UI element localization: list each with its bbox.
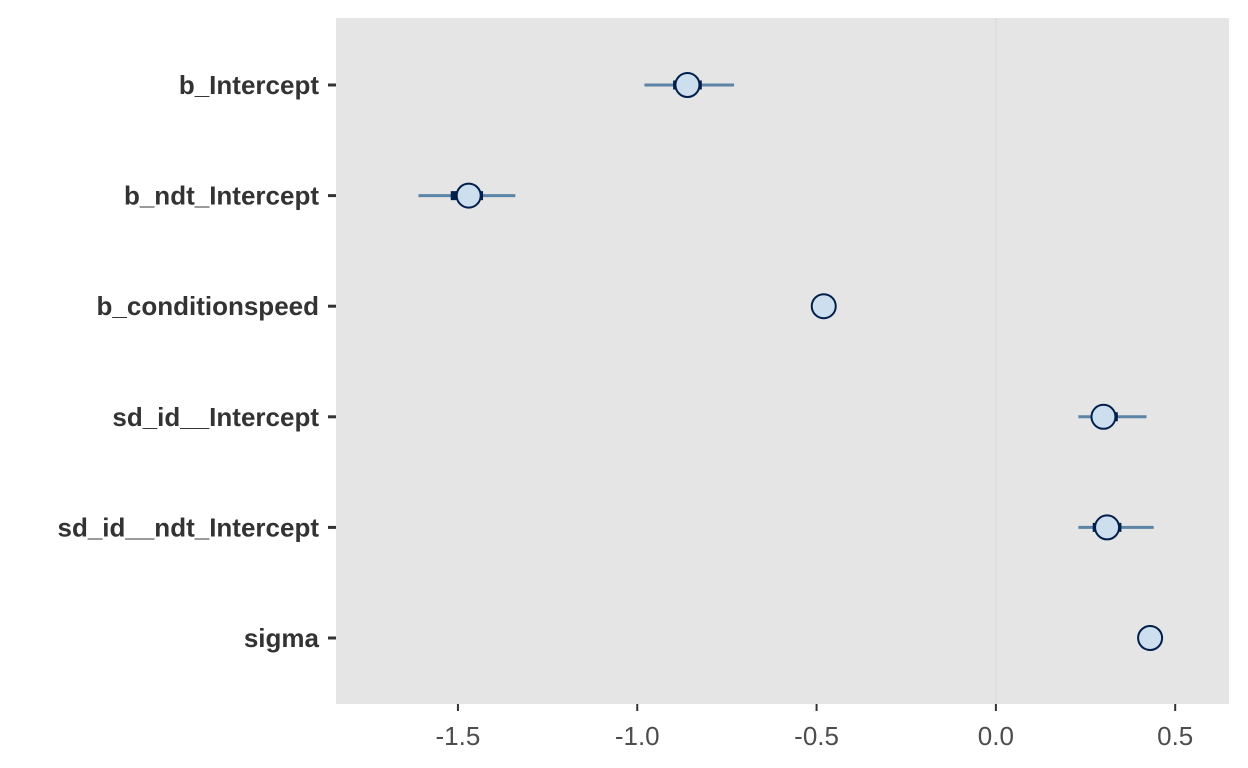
- y-tick-label: sigma: [244, 623, 320, 653]
- point-estimate: [1094, 514, 1121, 541]
- x-tick-label: -1.0: [615, 721, 660, 751]
- plot-panel: [336, 18, 1229, 704]
- x-tick-label: 0.0: [978, 721, 1014, 751]
- y-axis: b_Intercept b_ndt_Intercept b_conditionspe…: [57, 70, 336, 653]
- y-tick-label: b_conditionspeed: [97, 291, 319, 321]
- point-estimate: [455, 182, 482, 209]
- x-tick-label: 0.5: [1157, 721, 1193, 751]
- intervals: [418, 72, 1164, 651]
- y-tick-label: b_ndt_Intercept: [124, 181, 319, 211]
- point-estimate: [674, 72, 701, 98]
- y-tick-label: sd_id__Intercept: [112, 402, 319, 432]
- x-axis: -1.5 -1.0 -0.5 0.0 0.5: [436, 704, 1193, 751]
- y-tick-label: b_Intercept: [179, 70, 319, 100]
- x-tick-label: -0.5: [794, 721, 839, 751]
- x-tick-label: -1.5: [436, 721, 481, 751]
- point-estimate: [1137, 625, 1164, 651]
- point-estimate: [810, 293, 837, 320]
- point-estimate: [1090, 403, 1117, 430]
- y-tick-label: sd_id__ndt_Intercept: [57, 512, 319, 542]
